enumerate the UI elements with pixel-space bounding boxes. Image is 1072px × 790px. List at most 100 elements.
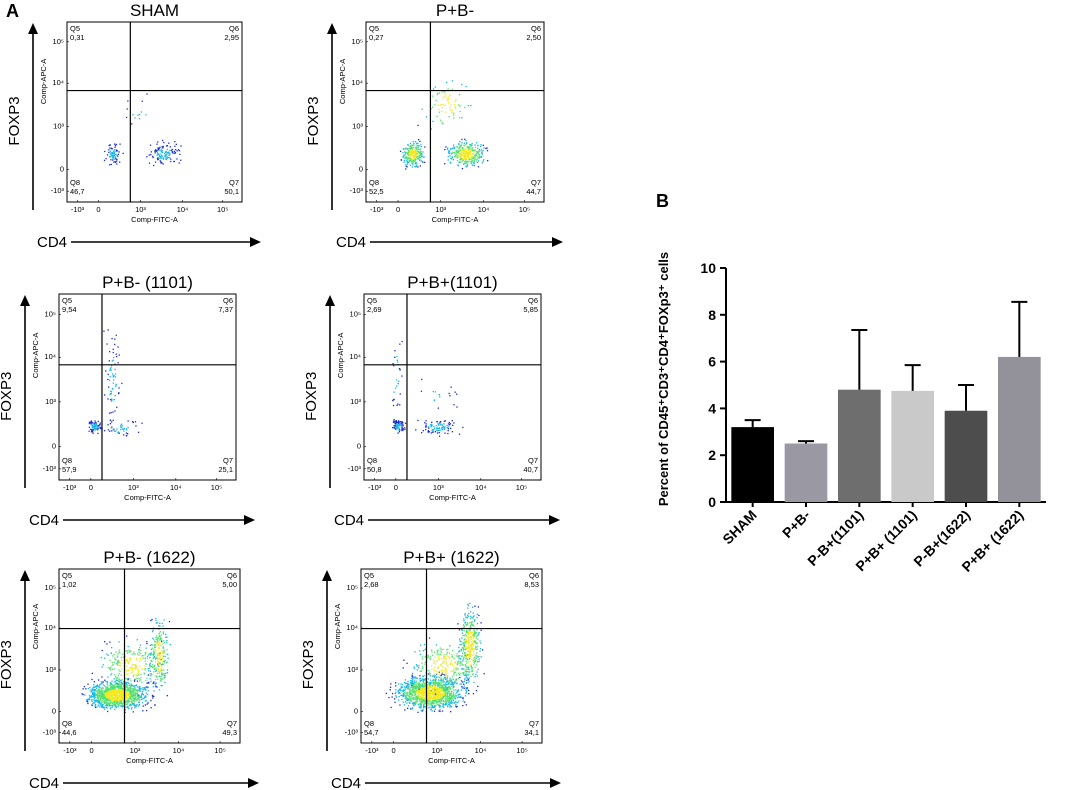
- x-tick-label: 0: [394, 483, 398, 492]
- event-dot: [410, 681, 412, 684]
- event-dot: [429, 679, 432, 681]
- event-dot: [106, 699, 108, 701]
- event-dot: [136, 689, 138, 691]
- event-dot: [121, 695, 124, 697]
- event-dot: [111, 699, 114, 701]
- event-dot: [127, 426, 129, 429]
- event-dot: [109, 699, 112, 702]
- event-dot: [134, 697, 136, 699]
- event-dot: [111, 147, 113, 150]
- event-dot: [162, 139, 164, 142]
- event-dot: [111, 152, 114, 155]
- event-dot: [450, 670, 452, 672]
- event-dot: [402, 667, 404, 669]
- event-dot: [406, 160, 408, 162]
- quadrant-id: Q7: [528, 456, 538, 465]
- event-dot: [105, 696, 107, 698]
- event-dot: [460, 156, 462, 158]
- event-dot: [162, 646, 164, 648]
- event-dot: [457, 696, 459, 698]
- event-dot: [457, 690, 459, 692]
- event-dot: [419, 154, 421, 157]
- event-dot: [166, 672, 169, 674]
- event-dots: [103, 93, 182, 167]
- event-dot: [122, 681, 124, 683]
- event-dot: [478, 660, 480, 662]
- quadrant-percent: 49,3: [222, 728, 237, 737]
- event-dot: [103, 690, 105, 692]
- event-dot: [144, 688, 147, 690]
- event-dot: [109, 430, 111, 432]
- event-dot: [474, 158, 477, 160]
- event-dot: [114, 154, 117, 156]
- event-dot: [438, 671, 440, 673]
- event-dot: [456, 160, 458, 162]
- event-dot: [462, 687, 464, 689]
- event-dot: [99, 706, 101, 708]
- event-dot: [416, 686, 418, 688]
- x-tick-label: -10³: [71, 205, 85, 214]
- event-dot: [105, 691, 108, 693]
- event-dot: [404, 689, 407, 691]
- event-dot: [461, 632, 463, 634]
- event-dot: [465, 656, 468, 658]
- event-dot: [131, 653, 133, 655]
- event-dot: [454, 155, 456, 157]
- event-dot: [138, 654, 140, 656]
- event-dot: [445, 688, 447, 690]
- event-dot: [130, 650, 132, 653]
- event-dot: [465, 682, 467, 684]
- event-dot: [422, 703, 425, 705]
- event-dot: [153, 649, 155, 651]
- event-dot: [106, 705, 108, 707]
- event-dot: [102, 704, 104, 706]
- event-dot: [465, 689, 467, 691]
- event-dot: [127, 703, 129, 705]
- event-dot: [102, 696, 104, 698]
- event-dot: [142, 698, 144, 700]
- event-dot: [406, 698, 408, 700]
- plot-frame: [66, 21, 243, 203]
- event-dot: [403, 689, 406, 692]
- event-dot: [433, 688, 435, 690]
- event-dot: [154, 646, 157, 649]
- event-dot: [478, 614, 480, 617]
- event-dot: [121, 694, 123, 696]
- event-dot: [107, 699, 109, 701]
- event-dot: [117, 431, 120, 433]
- event-dot: [140, 659, 142, 661]
- event-dot: [163, 649, 165, 652]
- event-dot: [434, 104, 436, 106]
- event-dot: [407, 157, 409, 159]
- event-dot: [110, 674, 112, 676]
- event-dot: [471, 142, 473, 145]
- event-dot: [430, 702, 432, 705]
- event-dot: [120, 703, 122, 705]
- event-dot: [139, 658, 141, 660]
- event-dot: [469, 615, 472, 617]
- event-dot: [125, 697, 127, 700]
- event-dot: [456, 152, 458, 154]
- event-dot: [158, 655, 160, 657]
- event-dot: [468, 632, 470, 634]
- event-dot: [157, 642, 159, 644]
- event-dot: [411, 683, 413, 685]
- event-dot: [477, 685, 479, 688]
- event-dot: [437, 427, 439, 430]
- event-dot: [154, 643, 156, 645]
- event-dot: [393, 391, 395, 393]
- event-dot: [110, 666, 112, 668]
- event-dot: [137, 701, 140, 703]
- event-dot: [465, 691, 468, 693]
- event-dot: [477, 638, 479, 640]
- event-dot: [136, 680, 139, 682]
- event-dot: [122, 428, 124, 430]
- event-dot: [442, 691, 445, 694]
- event-dot: [451, 700, 453, 702]
- event-dot: [150, 680, 152, 682]
- event-dot: [449, 695, 451, 697]
- event-dot: [469, 654, 471, 656]
- event-dot: [450, 701, 452, 703]
- event-dot: [477, 642, 479, 644]
- event-dot: [424, 703, 426, 705]
